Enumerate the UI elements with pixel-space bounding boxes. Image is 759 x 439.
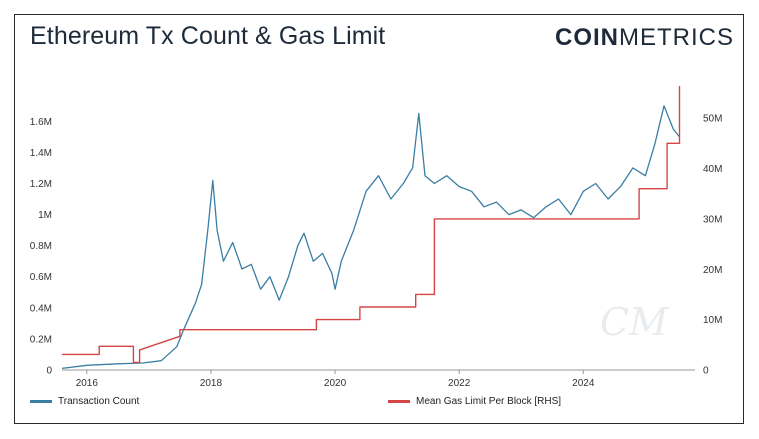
chart-title: Ethereum Tx Count & Gas Limit xyxy=(30,22,386,50)
y-right-tick-label: 20M xyxy=(703,265,722,276)
legend-tx-label: Transaction Count xyxy=(58,396,140,407)
y-left-tick-label: 0 xyxy=(46,366,52,377)
legend-gas-label: Mean Gas Limit Per Block [RHS] xyxy=(416,396,562,407)
series-line-transaction-count xyxy=(61,105,681,370)
y-left-tick-label: 1.6M xyxy=(30,117,52,128)
x-tick-label: 2020 xyxy=(324,378,347,389)
x-tick-label: 2022 xyxy=(448,378,471,389)
y-left-tick-label: 0.4M xyxy=(30,303,52,314)
y-left-tick-label: 0.6M xyxy=(30,272,52,283)
legend-tx-swatch xyxy=(30,400,52,403)
x-tick-label: 2018 xyxy=(200,378,223,389)
y-right-tick-label: 0 xyxy=(703,366,709,377)
coinmetrics-logo: COINMETRICS xyxy=(555,24,734,52)
legend-gas: Mean Gas Limit Per Block [RHS] xyxy=(388,396,561,407)
x-tick-label: 2024 xyxy=(572,378,595,389)
y-left-tick-label: 0.2M xyxy=(30,334,52,345)
y-right-tick-label: 50M xyxy=(703,114,722,125)
legend-tx: Transaction Count xyxy=(30,396,139,407)
logo-part-bold: COIN xyxy=(555,24,619,51)
y-left-tick-label: 0.8M xyxy=(30,241,52,252)
y-right-tick-label: 30M xyxy=(703,214,722,225)
y-right-tick-label: 40M xyxy=(703,164,722,175)
y-left-tick-label: 1M xyxy=(38,210,52,221)
y-left-tick-label: 1.2M xyxy=(30,179,52,190)
y-left-tick-label: 1.4M xyxy=(30,148,52,159)
watermark-logo: CM xyxy=(600,300,668,344)
series-line-gas-limit xyxy=(62,86,681,364)
logo-part-light: METRICS xyxy=(619,24,734,51)
x-tick-label: 2016 xyxy=(76,378,99,389)
y-right-tick-label: 10M xyxy=(703,315,722,326)
legend-gas-swatch xyxy=(388,400,410,403)
